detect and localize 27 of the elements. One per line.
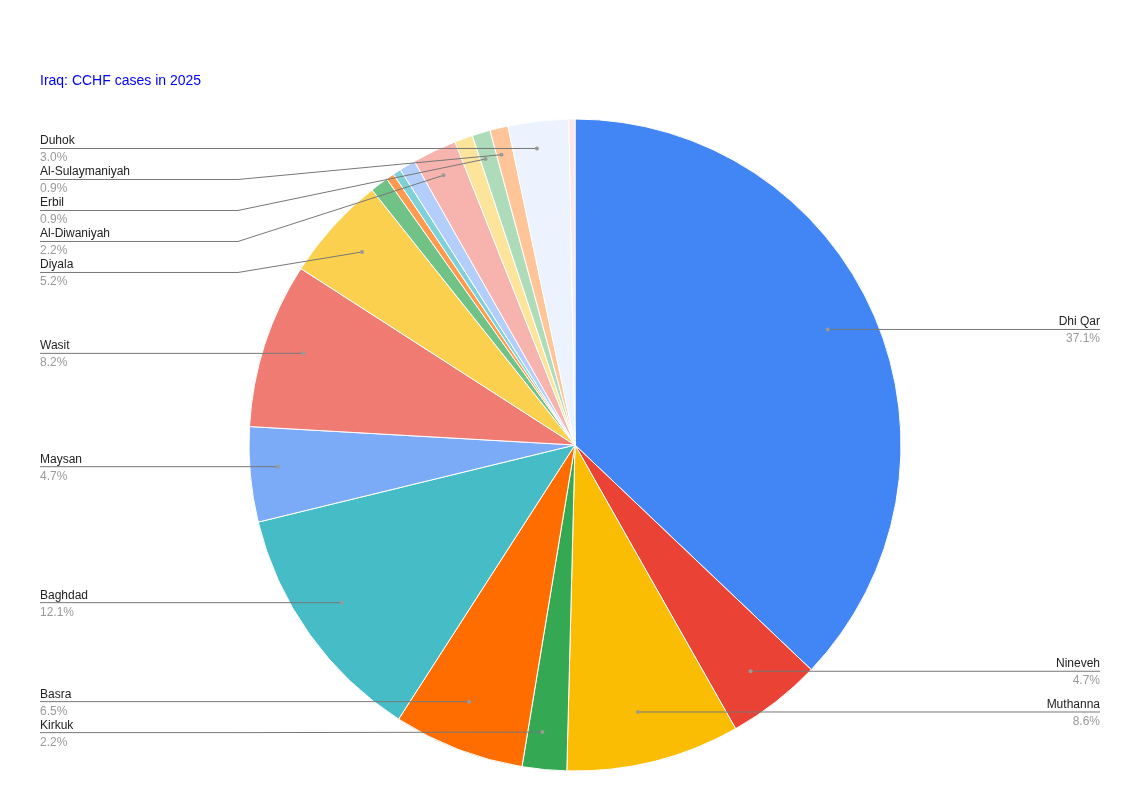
slice-label: Baghdad	[40, 587, 89, 602]
slice-label: Duhok	[40, 133, 76, 148]
data-label: 3.0%	[40, 150, 68, 165]
slice-label: Wasit	[40, 338, 71, 353]
slice-label: Nineveh	[1055, 656, 1100, 671]
chart-subtitle: Iraq: CCHF cases in 2025	[40, 72, 202, 88]
slice-label: Basra	[40, 686, 72, 701]
data-label: 0.9%	[40, 181, 68, 196]
data-label: 0.9%	[40, 212, 68, 227]
slice-label: Diyala	[40, 257, 74, 272]
slice-label: Dhi Qar	[1058, 314, 1100, 329]
data-label: 8.2%	[40, 355, 68, 370]
data-label: 5.2%	[40, 274, 68, 289]
data-label: 2.2%	[40, 734, 68, 749]
slice-label: Al-Sulaymaniyah	[40, 164, 131, 179]
slice-label: Maysan	[40, 451, 83, 466]
slice-label: Erbil	[40, 195, 65, 210]
slice-label: Muthanna	[1046, 696, 1101, 711]
slice-label: Al-Diwaniyah	[40, 226, 111, 241]
data-label: 12.1%	[40, 604, 75, 619]
data-label: 6.5%	[40, 703, 68, 718]
slice-label: Kirkuk	[40, 717, 75, 732]
data-label: 4.7%	[1072, 673, 1101, 688]
data-label: 2.2%	[40, 243, 68, 258]
data-label: 8.6%	[1072, 713, 1101, 728]
data-label: 4.7%	[40, 468, 68, 483]
data-label: 37.1%	[1065, 331, 1101, 346]
